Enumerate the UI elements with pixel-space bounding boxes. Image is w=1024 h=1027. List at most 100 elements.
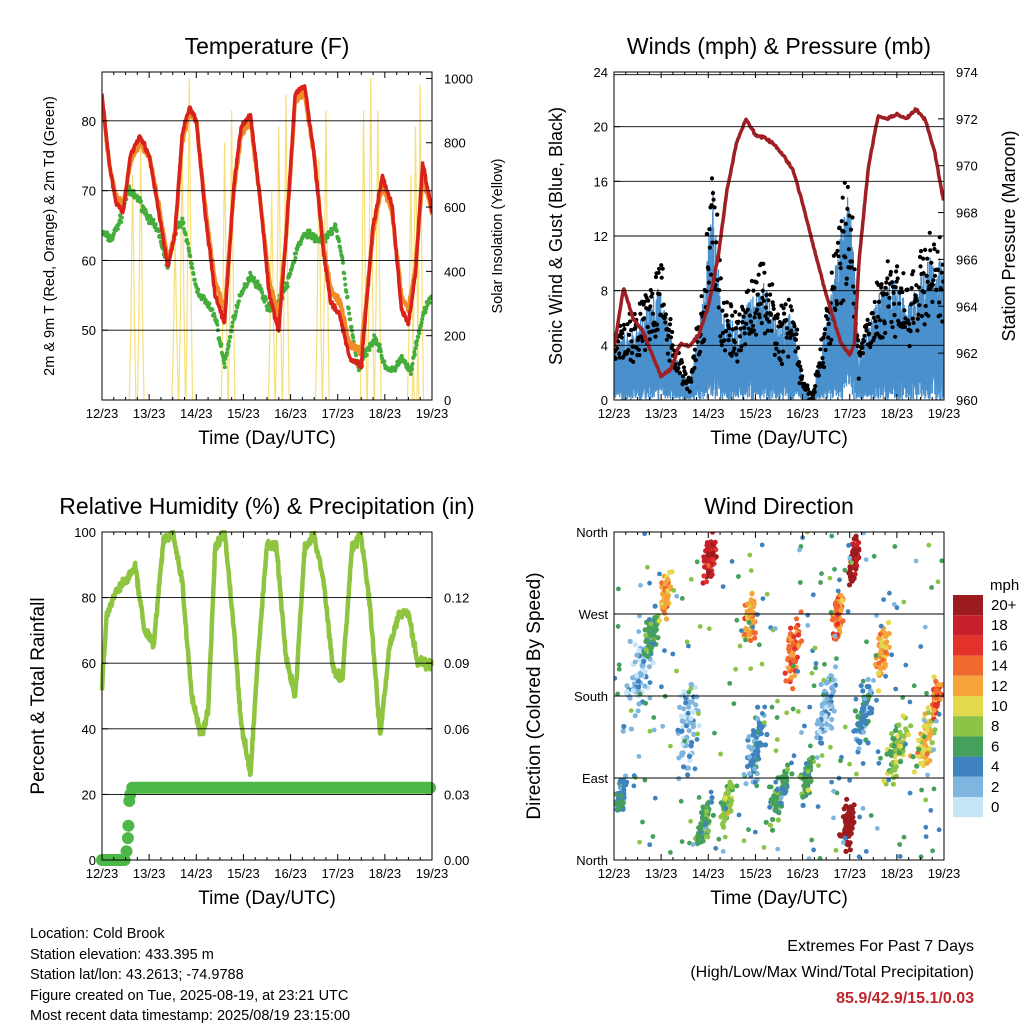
wind-direction-point xyxy=(643,632,649,638)
wind-gust-point xyxy=(695,339,700,344)
dewpoint-point xyxy=(412,352,417,357)
wind-direction-point xyxy=(698,826,704,832)
wind-gust-point xyxy=(691,354,697,359)
dewpoint-point xyxy=(210,307,215,312)
wind-direction-point xyxy=(891,743,897,749)
wind-gust-point xyxy=(775,315,780,320)
wind-gust-point xyxy=(915,316,921,321)
wind-gust-point xyxy=(845,206,850,211)
speed-legend-label: 14 xyxy=(991,658,1008,675)
wind-direction-point xyxy=(805,768,811,774)
wind-direction-point xyxy=(690,842,696,847)
wind-direction-point xyxy=(876,660,882,667)
wind-gust-point xyxy=(812,390,817,395)
temperature-xtick-label: 19/23 xyxy=(416,406,449,421)
wind-direction-point xyxy=(661,592,667,599)
wind-gust-point xyxy=(758,301,763,306)
pressure-y2tick-label: 964 xyxy=(956,299,978,314)
wind-direction-point xyxy=(850,820,856,827)
wind-direction-point xyxy=(637,691,643,697)
wind-direction-point xyxy=(802,723,807,729)
wind-direction-point xyxy=(683,700,689,706)
wind-direction-point xyxy=(695,731,700,737)
winds-title: Winds (mph) & Pressure (mb) xyxy=(627,33,931,59)
wind-direction-point xyxy=(674,593,680,599)
wind-gust-point xyxy=(921,256,926,261)
solar-insolation-spike xyxy=(185,78,194,400)
wind-gust-point xyxy=(826,321,831,326)
direction-xtick-label: 19/23 xyxy=(928,866,961,881)
wind-gust-point xyxy=(722,338,727,343)
wind-direction-point xyxy=(795,709,801,714)
wind-direction-point xyxy=(701,573,707,579)
wind-gust-point xyxy=(932,273,938,278)
wind-gust-point xyxy=(799,368,804,373)
wind-direction-point xyxy=(696,795,702,800)
temperature-ylabel: 2m & 9m T (Red, Orange) & 2m Td (Green) xyxy=(42,96,58,376)
speed-legend-label: 4 xyxy=(991,759,999,776)
wind-gust-point xyxy=(735,359,740,364)
wind-gust-point xyxy=(852,267,857,272)
speed-legend-swatch xyxy=(953,716,983,737)
wind-direction-point xyxy=(671,588,677,593)
wind-direction-point xyxy=(879,643,885,649)
wind-direction-point xyxy=(688,686,694,691)
dewpoint-point xyxy=(413,346,418,351)
wind-direction-point xyxy=(694,840,701,847)
wind-direction-point xyxy=(813,661,819,666)
temperature-xtick-label: 15/23 xyxy=(227,406,260,421)
wind-gust-point xyxy=(727,333,732,338)
wind-gust-point xyxy=(932,246,937,252)
wind-direction-point xyxy=(866,710,873,716)
speed-legend-label: 10 xyxy=(991,698,1008,715)
wind-direction-point xyxy=(811,683,817,689)
speed-legend-swatch xyxy=(953,595,983,616)
wind-direction-point xyxy=(767,822,774,828)
wind-gust-point xyxy=(826,335,831,340)
wind-gust-point xyxy=(922,290,927,295)
wind-direction-point xyxy=(695,836,701,843)
wind-gust-point xyxy=(919,314,925,319)
wind-direction-point xyxy=(793,625,799,631)
temperature-title: Temperature (F) xyxy=(185,33,350,59)
speed-legend-title: mph xyxy=(990,577,1019,594)
wind-gust-point xyxy=(639,335,644,340)
wind-direction-point xyxy=(885,619,892,626)
wind-gust-point xyxy=(934,287,939,293)
wind-direction-point xyxy=(706,626,712,632)
wind-gust-point xyxy=(828,341,833,346)
wind-direction-point xyxy=(773,779,779,785)
wind-direction-point xyxy=(750,624,755,630)
wind-gust-point xyxy=(884,280,889,285)
wind-direction-point xyxy=(653,622,659,628)
wind-direction-point xyxy=(657,571,662,577)
wind-gust-point xyxy=(910,316,915,321)
wind-gust-point xyxy=(781,306,786,311)
wind-direction-point xyxy=(805,532,810,535)
wind-gust-point xyxy=(736,319,741,324)
dewpoint-point xyxy=(419,320,424,325)
solar-y2tick-label: 1000 xyxy=(444,71,473,86)
wind-direction-point xyxy=(860,688,866,694)
wind-gust-point xyxy=(772,352,777,357)
wind-direction-point xyxy=(693,702,699,708)
dewpoint-point xyxy=(257,283,262,288)
wind-gust-point xyxy=(660,266,665,271)
wind-direction-point xyxy=(789,760,794,766)
wind-direction-point xyxy=(842,724,848,730)
wind-direction-point xyxy=(849,541,856,547)
wind-gust-point xyxy=(743,342,748,347)
wind-direction-point xyxy=(897,854,903,859)
wind-direction-point xyxy=(687,699,693,705)
wind-direction-point xyxy=(924,727,930,734)
station-elevation: Station elevation: 433.395 m xyxy=(30,946,214,963)
wind-direction-point xyxy=(791,645,798,652)
speed-legend-swatch xyxy=(953,756,983,777)
wind-direction-point xyxy=(636,629,642,634)
winds-xtick-label: 14/23 xyxy=(692,406,725,421)
wind-direction-point xyxy=(819,753,825,758)
wind-direction-point xyxy=(726,796,733,802)
dewpoint-point xyxy=(415,338,420,343)
winds-xtick-label: 16/23 xyxy=(786,406,819,421)
wind-gust-point xyxy=(879,282,884,287)
